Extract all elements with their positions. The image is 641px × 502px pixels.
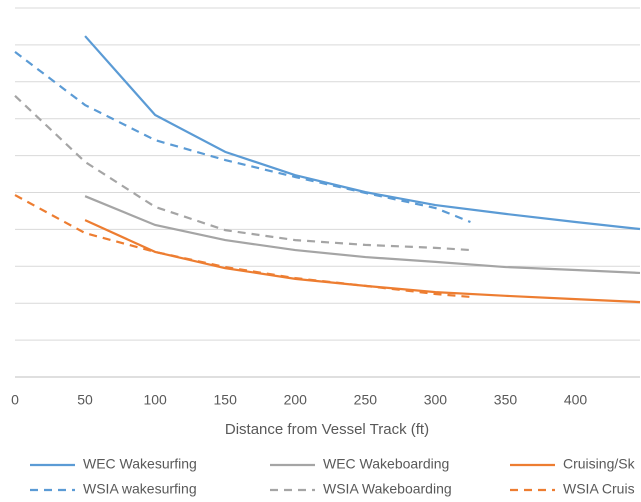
legend-label: WEC Wakesurfing	[83, 456, 197, 472]
x-tick-label: 350	[494, 392, 518, 408]
series-line	[14, 95, 471, 252]
x-tick-label: 150	[214, 392, 238, 408]
x-tick-label: 300	[424, 392, 448, 408]
series-line	[84, 219, 641, 304]
x-tick-label: 250	[354, 392, 378, 408]
legend-label: WSIA Wakeboarding	[323, 481, 452, 497]
x-tick-label: 400	[564, 392, 588, 408]
series-line	[84, 35, 641, 231]
legend-label: WEC Wakeboarding	[323, 456, 449, 472]
series-line	[84, 195, 641, 275]
legend-label: WSIA wakesurfing	[83, 481, 197, 497]
x-tick-label: 100	[143, 392, 167, 408]
legend-label: Cruising/Sk	[563, 456, 636, 472]
x-tick-label: 200	[284, 392, 308, 408]
series-line	[14, 51, 471, 224]
legend-label: WSIA Cruis	[563, 481, 635, 497]
x-tick-label: 0	[11, 392, 19, 408]
x-tick-label: 50	[77, 392, 93, 408]
series-line	[14, 194, 471, 299]
x-axis-label: Distance from Vessel Track (ft)	[225, 421, 429, 438]
